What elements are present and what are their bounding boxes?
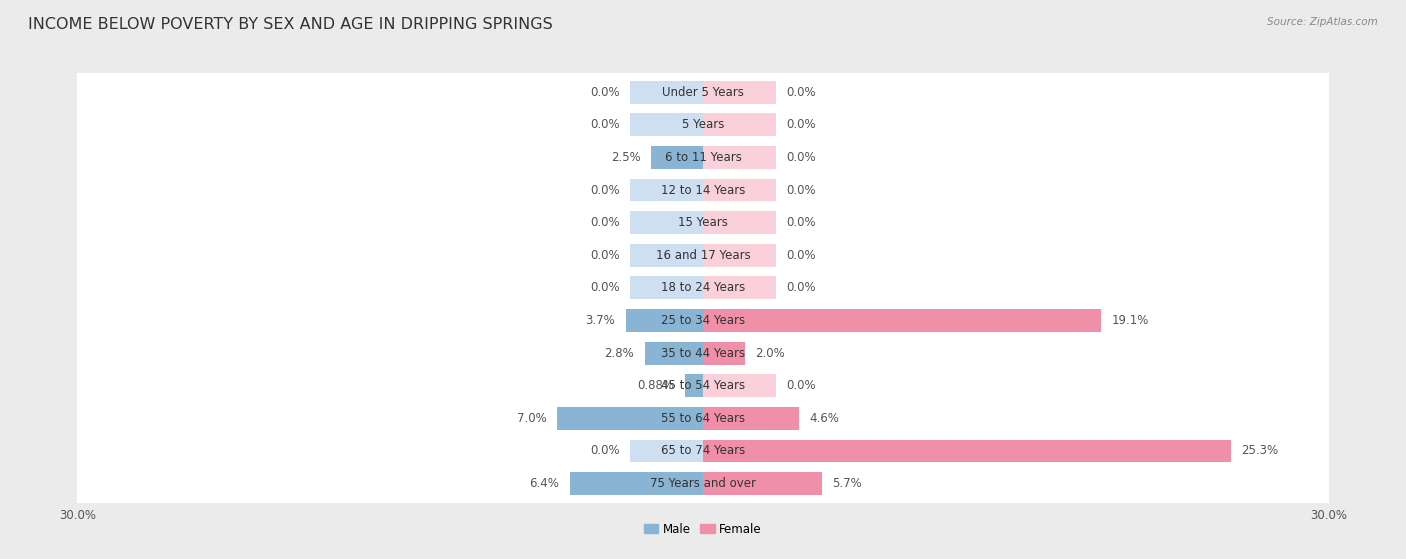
Text: 18 to 24 Years: 18 to 24 Years — [661, 281, 745, 295]
Bar — [630, 179, 703, 201]
Bar — [651, 146, 703, 169]
Text: 5 Years: 5 Years — [682, 119, 724, 131]
Bar — [703, 113, 776, 136]
FancyBboxPatch shape — [44, 105, 1362, 145]
Text: 75 Years and over: 75 Years and over — [650, 477, 756, 490]
FancyBboxPatch shape — [44, 398, 1362, 438]
Text: 6.4%: 6.4% — [529, 477, 560, 490]
Bar — [644, 342, 703, 364]
Text: 0.0%: 0.0% — [591, 183, 620, 197]
Bar — [630, 244, 703, 267]
Text: 35 to 44 Years: 35 to 44 Years — [661, 347, 745, 359]
Text: 0.0%: 0.0% — [591, 216, 620, 229]
Text: 2.8%: 2.8% — [605, 347, 634, 359]
Bar — [703, 375, 776, 397]
Text: 19.1%: 19.1% — [1112, 314, 1149, 327]
Text: 0.0%: 0.0% — [786, 119, 815, 131]
Text: 0.0%: 0.0% — [786, 379, 815, 392]
Bar — [626, 309, 703, 332]
FancyBboxPatch shape — [44, 170, 1362, 210]
Text: 4.6%: 4.6% — [810, 412, 839, 425]
Text: 0.0%: 0.0% — [786, 86, 815, 99]
FancyBboxPatch shape — [44, 366, 1362, 406]
Text: 0.0%: 0.0% — [786, 216, 815, 229]
Text: 25 to 34 Years: 25 to 34 Years — [661, 314, 745, 327]
Bar — [630, 439, 703, 462]
Text: 45 to 54 Years: 45 to 54 Years — [661, 379, 745, 392]
Legend: Male, Female: Male, Female — [640, 518, 766, 540]
Text: 0.0%: 0.0% — [786, 249, 815, 262]
FancyBboxPatch shape — [44, 202, 1362, 243]
Bar — [557, 407, 703, 430]
Text: 6 to 11 Years: 6 to 11 Years — [665, 151, 741, 164]
Text: 0.0%: 0.0% — [786, 281, 815, 295]
Text: 0.0%: 0.0% — [591, 281, 620, 295]
Bar — [703, 244, 776, 267]
Bar — [703, 472, 823, 495]
Bar — [703, 342, 745, 364]
Text: 5.7%: 5.7% — [832, 477, 862, 490]
Text: 0.0%: 0.0% — [591, 119, 620, 131]
Text: 0.0%: 0.0% — [591, 249, 620, 262]
Text: 0.0%: 0.0% — [786, 151, 815, 164]
Text: 16 and 17 Years: 16 and 17 Years — [655, 249, 751, 262]
Text: 55 to 64 Years: 55 to 64 Years — [661, 412, 745, 425]
Text: 15 Years: 15 Years — [678, 216, 728, 229]
Bar — [703, 309, 1101, 332]
Text: 0.0%: 0.0% — [591, 86, 620, 99]
FancyBboxPatch shape — [44, 430, 1362, 471]
Text: 0.0%: 0.0% — [786, 183, 815, 197]
Bar — [569, 472, 703, 495]
Text: 2.5%: 2.5% — [610, 151, 641, 164]
FancyBboxPatch shape — [44, 138, 1362, 178]
FancyBboxPatch shape — [44, 463, 1362, 504]
Bar — [703, 211, 776, 234]
Text: Under 5 Years: Under 5 Years — [662, 86, 744, 99]
Text: 12 to 14 Years: 12 to 14 Years — [661, 183, 745, 197]
Bar — [630, 113, 703, 136]
Bar — [685, 375, 703, 397]
Text: 0.88%: 0.88% — [637, 379, 675, 392]
Bar — [703, 146, 776, 169]
Bar — [630, 211, 703, 234]
Text: 3.7%: 3.7% — [586, 314, 616, 327]
Text: Source: ZipAtlas.com: Source: ZipAtlas.com — [1267, 17, 1378, 27]
Text: INCOME BELOW POVERTY BY SEX AND AGE IN DRIPPING SPRINGS: INCOME BELOW POVERTY BY SEX AND AGE IN D… — [28, 17, 553, 32]
Text: 2.0%: 2.0% — [755, 347, 785, 359]
Text: 25.3%: 25.3% — [1241, 444, 1278, 457]
Text: 0.0%: 0.0% — [591, 444, 620, 457]
Bar — [703, 439, 1230, 462]
Bar — [703, 277, 776, 299]
Bar — [630, 277, 703, 299]
Bar — [703, 179, 776, 201]
FancyBboxPatch shape — [44, 300, 1362, 340]
FancyBboxPatch shape — [44, 268, 1362, 308]
FancyBboxPatch shape — [44, 235, 1362, 276]
FancyBboxPatch shape — [44, 333, 1362, 373]
FancyBboxPatch shape — [44, 72, 1362, 112]
Bar — [703, 81, 776, 103]
Text: 7.0%: 7.0% — [517, 412, 547, 425]
Bar — [703, 407, 799, 430]
Text: 65 to 74 Years: 65 to 74 Years — [661, 444, 745, 457]
Bar — [630, 81, 703, 103]
